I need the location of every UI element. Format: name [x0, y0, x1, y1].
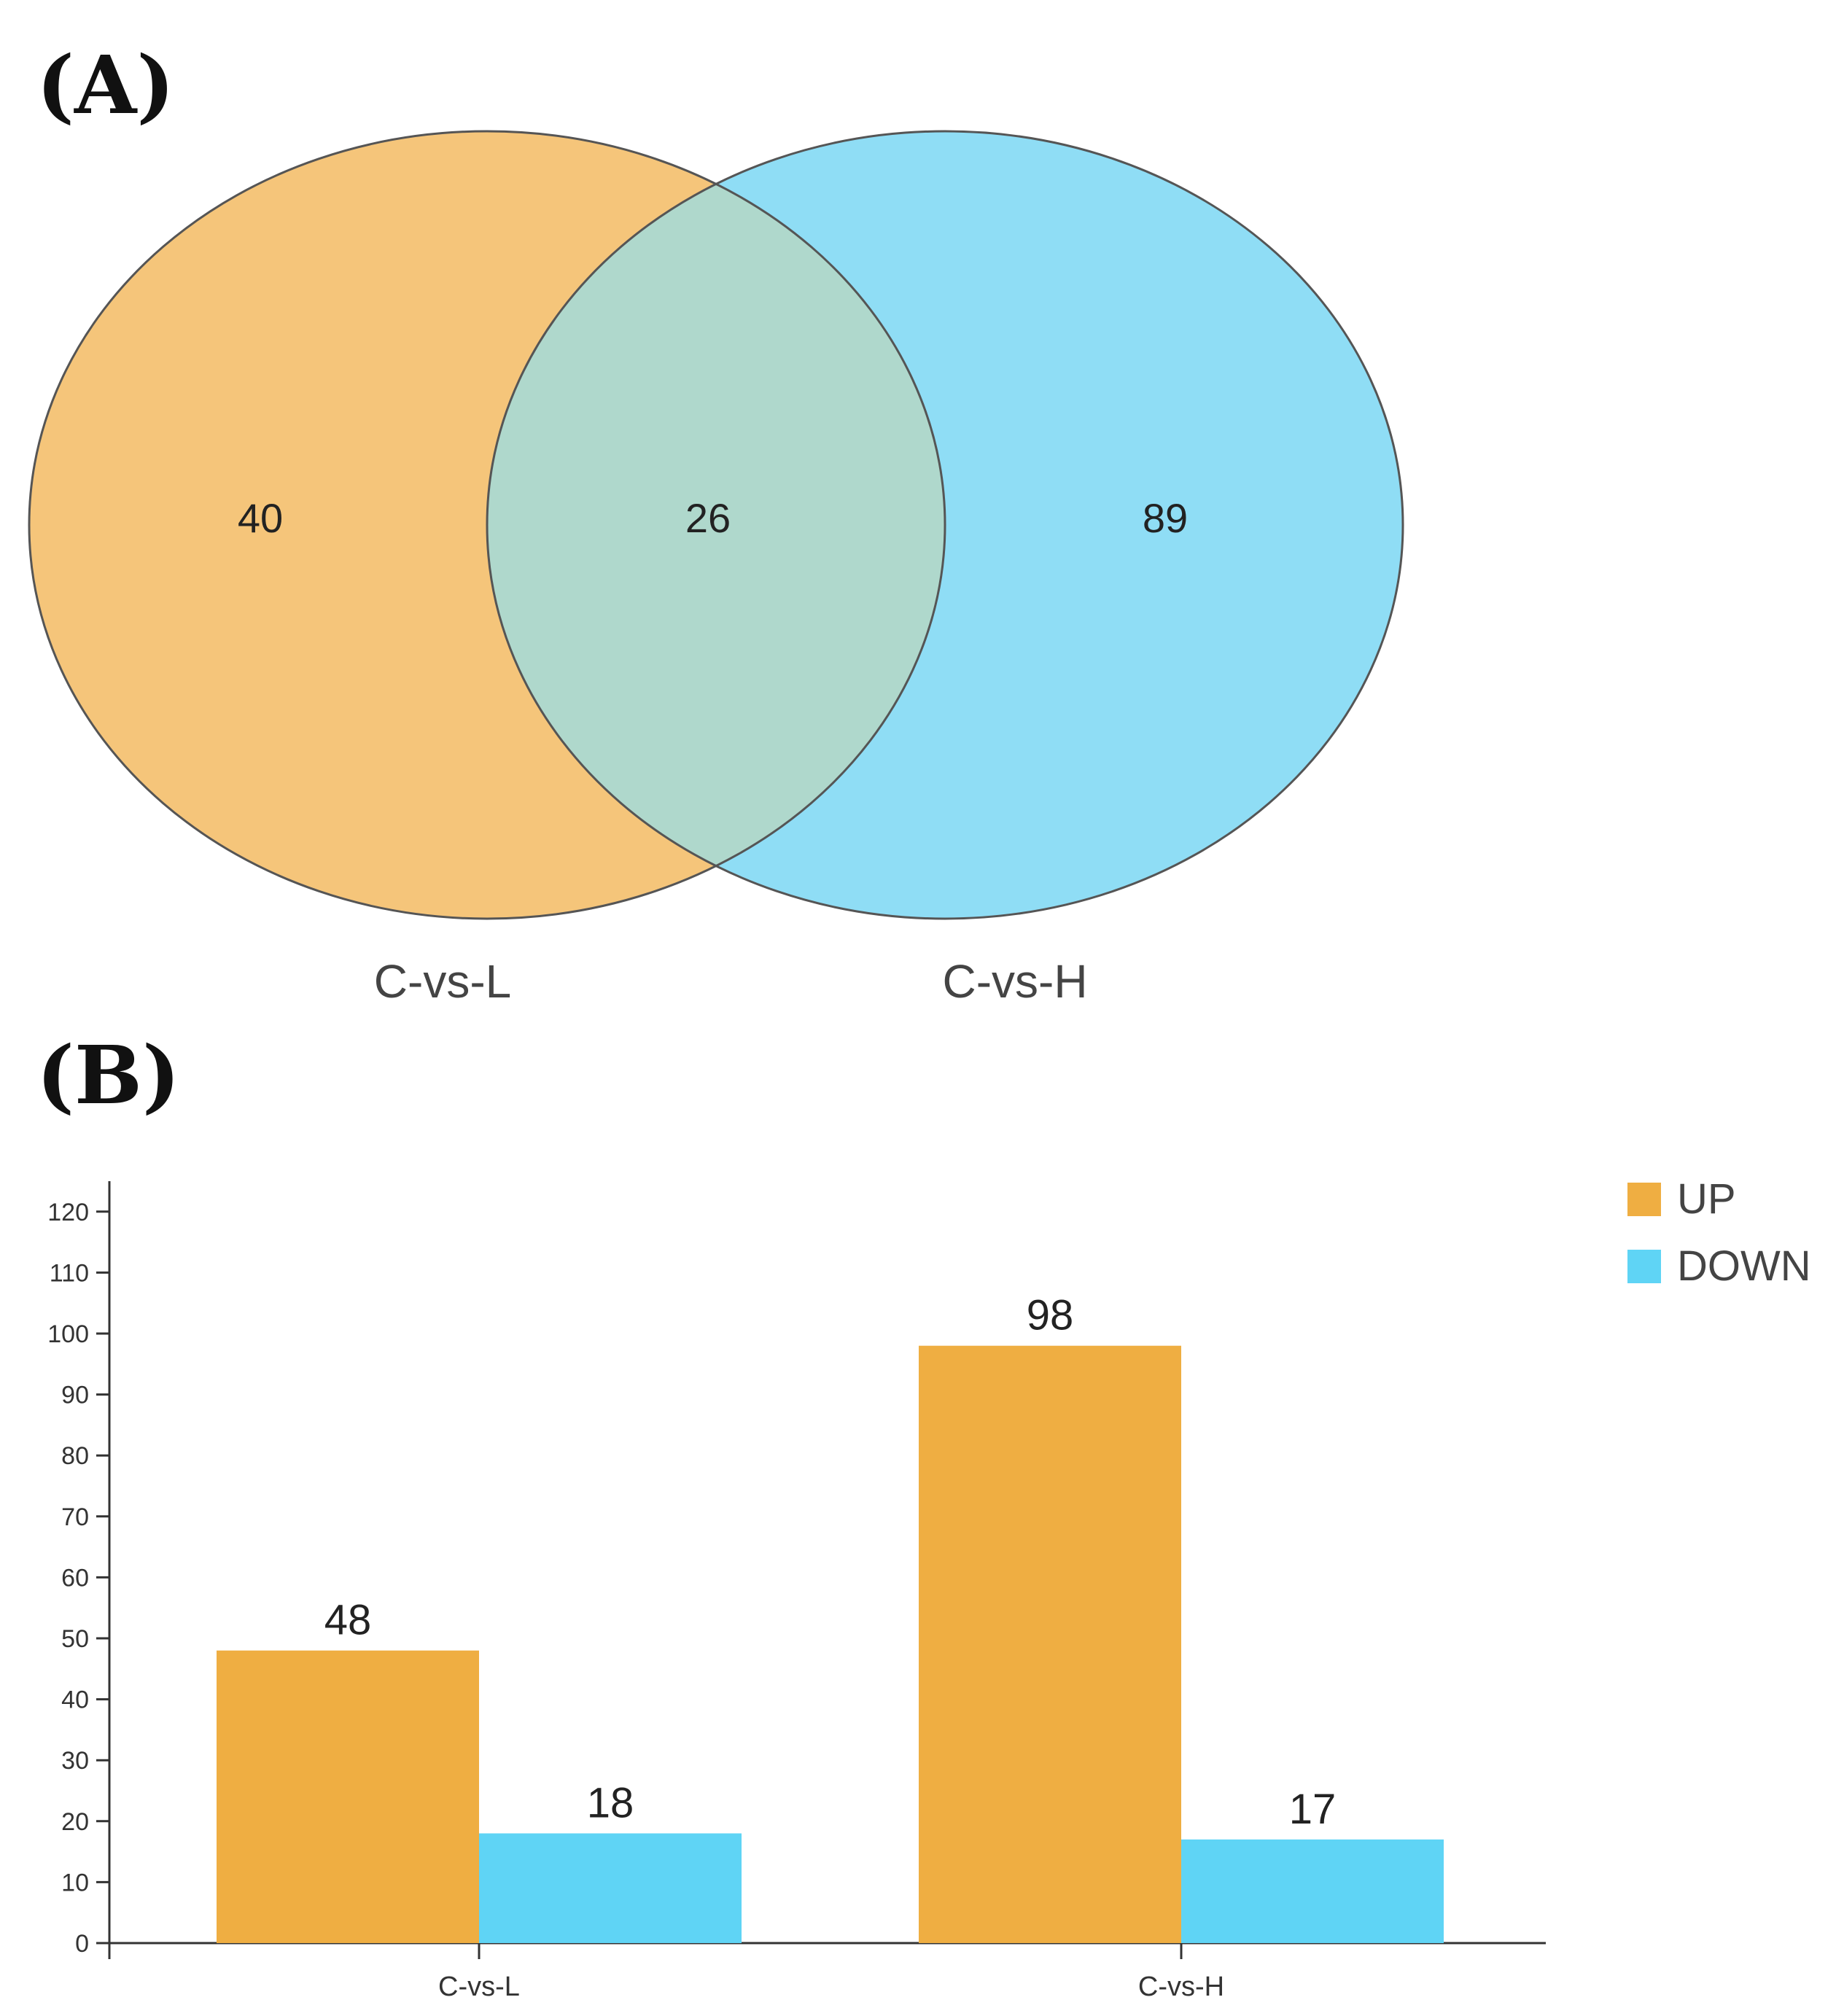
x-tick-label: C-vs-H	[1138, 1972, 1224, 2002]
bar-down-c-vs-h	[1181, 1839, 1444, 1943]
bar-value-labels: 48 18 98 17	[324, 1292, 1337, 1833]
y-tick-label: 40	[61, 1686, 89, 1714]
y-tick-label: 0	[75, 1930, 89, 1958]
legend-label-down: DOWN	[1677, 1242, 1811, 1290]
venn-diagram: 40 26 89 C-vs-L C-vs-H	[28, 130, 1404, 1008]
y-tick-label: 70	[61, 1503, 89, 1531]
y-tick-label: 30	[61, 1747, 89, 1775]
x-axis: C-vs-L C-vs-H	[108, 1942, 1546, 2002]
bar-up-c-vs-l	[217, 1650, 479, 1943]
bar-value-label: 17	[1289, 1786, 1337, 1833]
legend-swatch-up	[1627, 1183, 1661, 1216]
y-tick-label: 90	[61, 1382, 89, 1409]
venn-count-only-c-vs-h: 89	[1143, 495, 1188, 541]
y-tick-label: 110	[50, 1259, 89, 1287]
y-tick-label: 100	[47, 1320, 89, 1348]
chart-legend: UP DOWN	[1627, 1175, 1811, 1290]
y-axis: 0 10 20 30 40 50 60 70 80 90 100 110 120	[47, 1181, 111, 1958]
y-tick-label: 60	[61, 1564, 89, 1592]
bar-value-label: 98	[1027, 1292, 1074, 1339]
venn-count-both: 26	[685, 495, 731, 541]
bar-down-c-vs-l	[479, 1833, 742, 1943]
y-tick-label: 120	[47, 1199, 89, 1226]
y-tick-label: 10	[61, 1869, 89, 1896]
y-tick-label: 20	[61, 1808, 89, 1836]
panel-a-label: (A)	[36, 38, 175, 132]
venn-count-only-c-vs-l: 40	[238, 495, 283, 541]
panel-b-label: (B)	[36, 1028, 181, 1122]
venn-set-label-c-vs-l: C-vs-L	[374, 955, 511, 1008]
x-tick-label: C-vs-L	[438, 1972, 520, 2002]
legend-label-up: UP	[1677, 1175, 1736, 1223]
y-tick-label: 80	[61, 1442, 89, 1470]
venn-set-label-c-vs-h: C-vs-H	[942, 955, 1087, 1008]
bar-series	[217, 1345, 1444, 1943]
venn-outline-c-vs-l	[28, 130, 946, 920]
bar-up-c-vs-h	[919, 1345, 1181, 1943]
y-tick-label: 50	[61, 1625, 89, 1653]
bar-value-label: 18	[587, 1780, 634, 1827]
venn-overlap-region	[487, 131, 945, 919]
venn-outline-c-vs-h	[486, 130, 1404, 920]
legend-swatch-down	[1627, 1250, 1661, 1283]
bar-value-label: 48	[324, 1597, 372, 1644]
